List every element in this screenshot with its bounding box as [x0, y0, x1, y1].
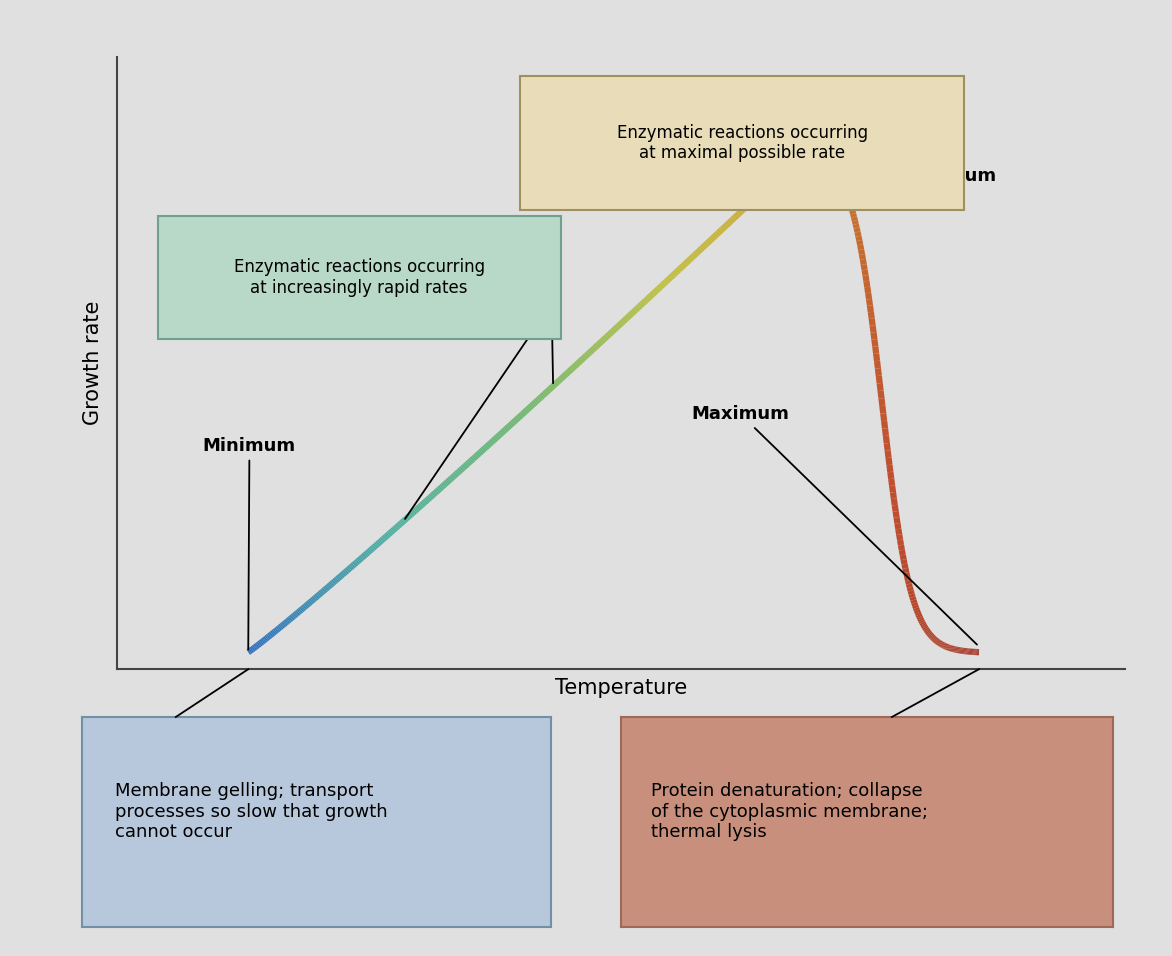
Text: Protein denaturation; collapse
of the cytoplasmic membrane;
thermal lysis: Protein denaturation; collapse of the cy…: [650, 782, 928, 841]
Text: Membrane gelling; transport
processes so slow that growth
cannot occur: Membrane gelling; transport processes so…: [115, 782, 388, 841]
Text: Maximum: Maximum: [691, 405, 977, 644]
Text: Optimum: Optimum: [805, 154, 996, 185]
FancyBboxPatch shape: [157, 216, 560, 338]
Y-axis label: Growth rate: Growth rate: [83, 301, 103, 425]
Text: Enzymatic reactions occurring
at increasingly rapid rates: Enzymatic reactions occurring at increas…: [233, 258, 485, 297]
FancyBboxPatch shape: [520, 76, 963, 210]
Text: Enzymatic reactions occurring
at maximal possible rate: Enzymatic reactions occurring at maximal…: [616, 123, 867, 163]
X-axis label: Temperature: Temperature: [556, 678, 687, 698]
Text: Minimum: Minimum: [203, 437, 297, 649]
